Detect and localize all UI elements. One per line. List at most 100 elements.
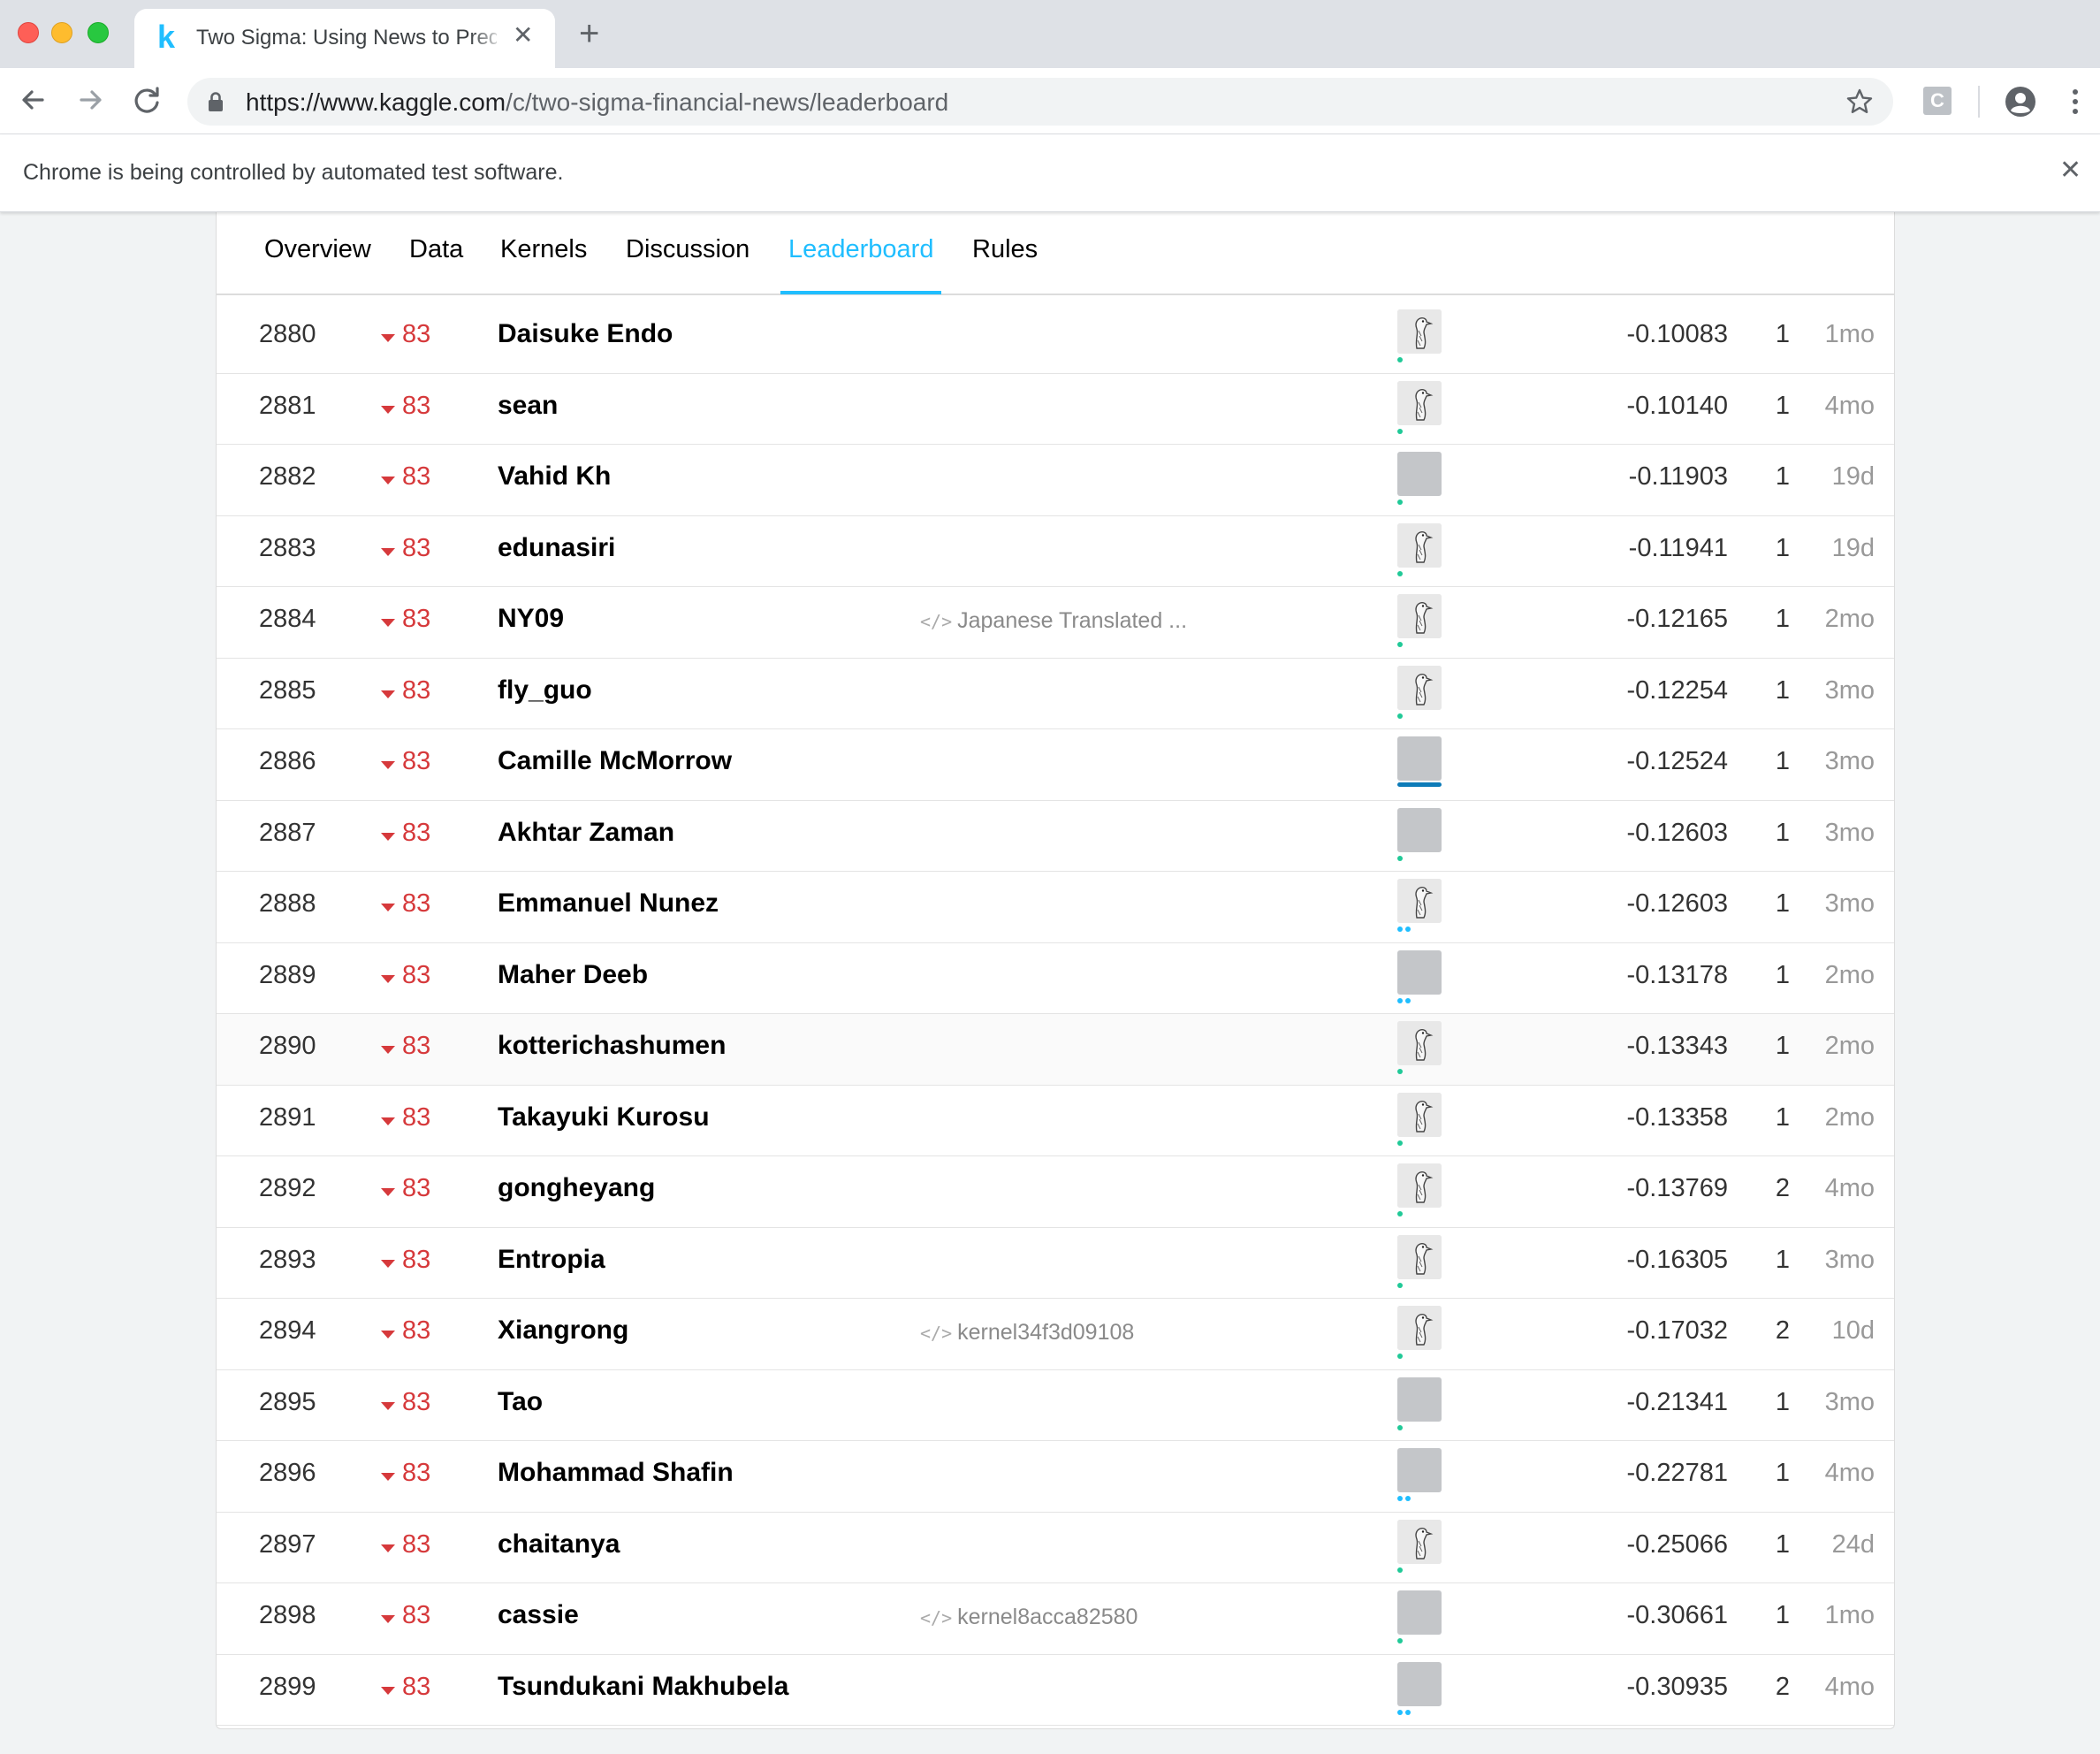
score: -0.22781	[1626, 1459, 1729, 1487]
table-row[interactable]: 2888 83 Emmanuel Nunez -0.12603 1 3mo	[217, 872, 1894, 943]
team-name[interactable]: Vahid Kh	[498, 461, 612, 491]
team-member-avatar[interactable]	[1397, 309, 1442, 354]
tab-overview[interactable]: Overview	[264, 235, 371, 263]
table-row[interactable]: 2884 83 NY09 </> Japanese Translated ... -0.1…	[217, 587, 1894, 659]
table-row[interactable]: 2891 83 Takayuki Kurosu -0.13358 1 2mo	[217, 1086, 1894, 1156]
team-member-avatar[interactable]	[1397, 949, 1442, 995]
rank-change: 83	[402, 605, 431, 633]
team-name[interactable]: Tsundukani Makhubela	[498, 1671, 789, 1701]
code-icon: </>	[920, 1323, 953, 1344]
table-row[interactable]: 2889 83 Maher Deeb -0.13178 1 2mo	[217, 943, 1894, 1014]
team-member-avatar[interactable]	[1397, 1448, 1442, 1492]
table-row[interactable]: 2890 83 kotterichashumen -0.13343 1 2mo	[217, 1014, 1894, 1086]
team-name[interactable]: Takayuki Kurosu	[498, 1102, 710, 1132]
kernel-link[interactable]: </> kernel34f3d09108	[920, 1320, 1134, 1346]
team-name[interactable]: Tao	[498, 1386, 544, 1416]
team-name[interactable]: cassie	[498, 1600, 579, 1629]
table-row[interactable]: 2886 83 Camille McMorrow -0.12524 1 3mo	[217, 729, 1894, 801]
table-row[interactable]: 2881 83 sean -0.10140 1 4mo	[217, 374, 1894, 445]
entries-count: 1	[1775, 818, 1790, 847]
score: -0.12603	[1626, 889, 1729, 918]
rank-number: 2891	[259, 1102, 316, 1132]
team-member-avatar[interactable]	[1397, 736, 1442, 781]
team-member-avatar[interactable]	[1397, 879, 1442, 923]
extension-icon[interactable]: C	[1923, 87, 1952, 115]
team-name[interactable]: chaitanya	[498, 1529, 620, 1559]
score: -0.13343	[1626, 1032, 1729, 1060]
table-row[interactable]: 2898 83 cassie </> kernel8acca82580 -0.30661 1…	[217, 1583, 1894, 1655]
team-member-avatar[interactable]	[1397, 1590, 1442, 1635]
triangle-down-icon	[381, 1544, 395, 1552]
table-row[interactable]: 2882 83 Vahid Kh -0.11903 1 19d	[217, 445, 1894, 516]
table-row[interactable]: 2895 83 Tao -0.21341 1 3mo	[217, 1370, 1894, 1441]
tab-close-icon[interactable]: ✕	[513, 21, 534, 49]
team-member-avatar[interactable]	[1397, 594, 1442, 638]
table-row[interactable]: 2899 83 Tsundukani Makhubela -0.30935 2 4mo	[217, 1655, 1894, 1726]
window-zoom-button[interactable]	[88, 22, 109, 43]
team-name[interactable]: Maher Deeb	[498, 959, 649, 989]
table-row[interactable]: 2894 83 Xiangrong </> kernel34f3d09108 -0.170…	[217, 1299, 1894, 1370]
team-member-avatar[interactable]	[1397, 807, 1442, 852]
table-row[interactable]: 2896 83 Mohammad Shafin -0.22781 1 4mo	[217, 1441, 1894, 1513]
team-member-avatar[interactable]	[1397, 1377, 1442, 1422]
tab-discussion[interactable]: Discussion	[626, 235, 750, 263]
table-row[interactable]: 2892 83 gongheyang -0.13769 2 4mo	[217, 1156, 1894, 1228]
arrow-left-icon[interactable]	[14, 80, 53, 119]
toolbar-divider	[1978, 86, 1980, 118]
reload-icon[interactable]	[128, 80, 167, 119]
kernel-link[interactable]: </> kernel8acca82580	[920, 1605, 1138, 1630]
team-name[interactable]: Akhtar Zaman	[498, 817, 675, 847]
team-name[interactable]: Camille McMorrow	[498, 746, 733, 775]
table-row[interactable]: 2897 83 chaitanya -0.25066 1 24d	[217, 1513, 1894, 1583]
team-member-avatar[interactable]	[1397, 380, 1442, 425]
team-member-avatar[interactable]	[1397, 1163, 1442, 1208]
table-row[interactable]: 2887 83 Akhtar Zaman -0.12603 1 3mo	[217, 801, 1894, 872]
team-member-avatar[interactable]	[1397, 1306, 1442, 1350]
browser-tab-active[interactable]: k Two Sigma: Using News to Predict Stock…	[134, 9, 555, 68]
team-name[interactable]: Entropia	[498, 1244, 605, 1274]
team-name[interactable]: sean	[498, 390, 559, 420]
account-circle-icon[interactable]	[2005, 86, 2036, 118]
team-member-avatar[interactable]	[1397, 1519, 1442, 1564]
team-name[interactable]: Daisuke Endo	[498, 319, 673, 348]
tab-data[interactable]: Data	[409, 235, 464, 263]
team-member-avatar[interactable]	[1397, 452, 1442, 496]
last-submission: 4mo	[1824, 1672, 1875, 1701]
team-name[interactable]: Xiangrong	[498, 1316, 629, 1345]
team-member-avatar[interactable]	[1397, 1661, 1442, 1706]
team-name[interactable]: Emmanuel Nunez	[498, 888, 719, 918]
user-tier-indicator	[1397, 1709, 1413, 1715]
team-name[interactable]: gongheyang	[498, 1173, 656, 1202]
table-row[interactable]: 2880 83 Daisuke Endo -0.10083 1 1mo	[217, 302, 1894, 374]
arrow-right-icon[interactable]	[71, 80, 110, 119]
new-tab-button[interactable]: +	[579, 14, 600, 53]
rank-number: 2880	[259, 320, 316, 348]
triangle-down-icon	[381, 1046, 395, 1054]
team-member-avatar[interactable]	[1397, 522, 1442, 568]
table-row[interactable]: 2893 83 Entropia -0.16305 1 3mo	[217, 1228, 1894, 1299]
last-submission: 3mo	[1824, 747, 1875, 775]
kebab-menu-icon[interactable]	[2066, 86, 2084, 118]
team-member-avatar[interactable]	[1397, 1234, 1442, 1279]
team-member-avatar[interactable]	[1397, 1021, 1442, 1065]
team-member-avatar[interactable]	[1397, 665, 1442, 710]
tab-leaderboard[interactable]: Leaderboard	[788, 235, 934, 263]
window-minimize-button[interactable]	[51, 22, 72, 43]
team-member-avatar[interactable]	[1397, 1092, 1442, 1137]
team-name[interactable]: fly_guo	[498, 675, 592, 705]
table-row[interactable]: 2885 83 fly_guo -0.12254 1 3mo	[217, 659, 1894, 729]
star-icon[interactable]	[1845, 88, 1874, 116]
tab-kernels[interactable]: Kernels	[500, 235, 588, 263]
infobar-close-icon[interactable]: ✕	[2059, 156, 2082, 185]
team-name[interactable]: edunasiri	[498, 532, 616, 562]
user-tier-indicator	[1397, 570, 1403, 576]
team-name[interactable]: NY09	[498, 604, 565, 633]
table-row[interactable]: 2883 83 edunasiri -0.11941 1 19d	[217, 516, 1894, 587]
team-name[interactable]: Mohammad Shafin	[498, 1458, 734, 1487]
window-close-button[interactable]	[18, 22, 39, 43]
address-bar[interactable]: https://www.kaggle.com/c/two-sigma-finan…	[187, 78, 1893, 126]
user-tier-indicator	[1397, 927, 1413, 932]
tab-rules[interactable]: Rules	[972, 235, 1039, 263]
team-name[interactable]: kotterichashumen	[498, 1031, 727, 1060]
kernel-link[interactable]: </> Japanese Translated ...	[920, 608, 1187, 634]
